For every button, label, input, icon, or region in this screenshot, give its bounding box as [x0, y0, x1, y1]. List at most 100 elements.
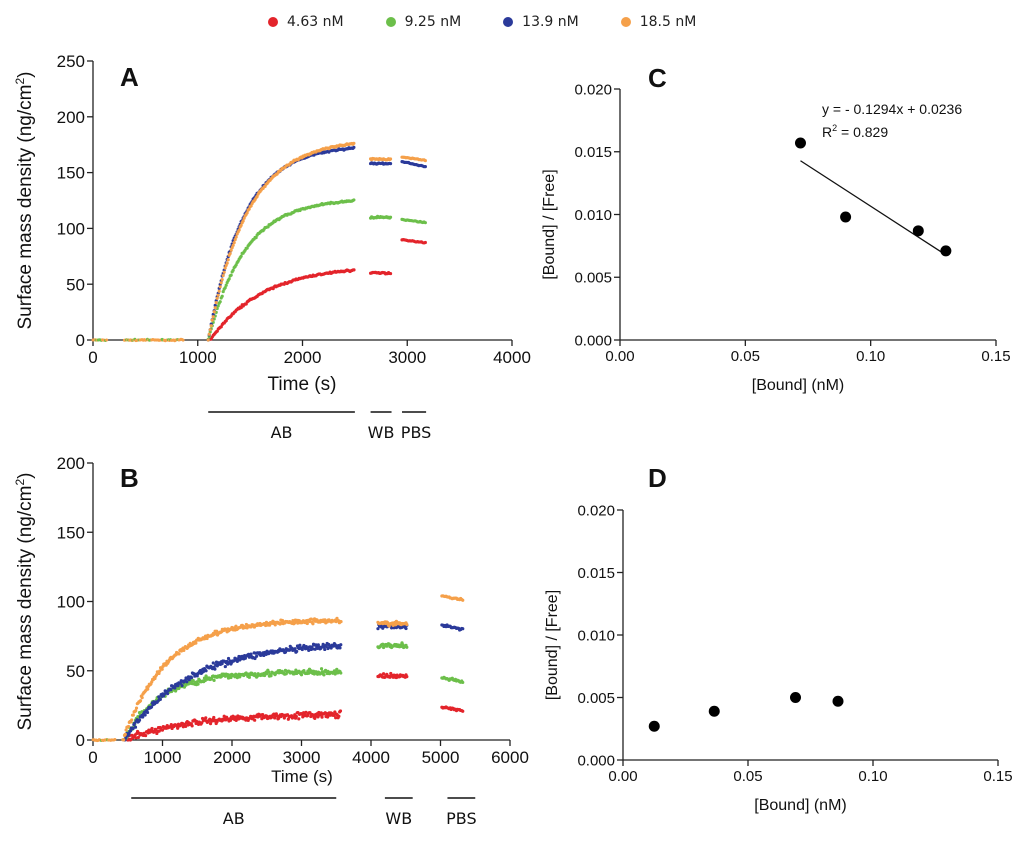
data-point [208, 328, 212, 332]
phase-label: WB [368, 423, 395, 442]
data-point [220, 662, 224, 666]
legend-marker-icon [385, 17, 396, 27]
data-point [263, 673, 267, 678]
legend-item: 9.25 nM [385, 14, 461, 30]
chart-panel-a: 0 1000 2000 3000 4000 0 50 100 150 200 250 Time (s)… [13, 52, 531, 442]
data-point [122, 738, 126, 742]
data-point [191, 679, 195, 683]
data-point [160, 728, 165, 732]
data-point [221, 289, 225, 294]
y-axis-label: Surface mass density (ng/cm2) [13, 473, 36, 731]
chart-panel-c: 0.00 0.05 0.10 0.15 0.000 0.005 0.010 0.015 0.02… [541, 63, 1011, 394]
data-point [388, 215, 393, 219]
data-point [339, 643, 343, 647]
data-point [212, 678, 216, 682]
data-point [146, 687, 150, 691]
data-point [220, 277, 224, 282]
y-tick-label: 200 [57, 108, 85, 127]
x-axis-label: Time (s) [271, 767, 333, 786]
data-point [218, 285, 222, 289]
data-point [320, 715, 324, 719]
y-tick-label: 50 [66, 662, 85, 681]
data-point [253, 718, 257, 722]
y-tick-label: 0.005 [574, 270, 612, 287]
data-point [245, 211, 249, 215]
data-point [141, 715, 145, 719]
data-point [131, 726, 135, 731]
data-point [226, 258, 230, 262]
data-point [211, 315, 215, 319]
data-point [158, 697, 162, 701]
y-tick-label: 150 [57, 523, 85, 542]
data-point [267, 670, 271, 674]
data-point [194, 641, 198, 645]
y-tick-label: 0.020 [577, 502, 615, 519]
data-point [385, 621, 390, 625]
data-point [423, 240, 427, 245]
data-point [133, 725, 138, 729]
x-tick-label: 0 [88, 348, 97, 367]
y-tick-label: 0.015 [577, 565, 615, 582]
data-point [241, 219, 245, 223]
data-point [648, 720, 660, 732]
data-point [254, 236, 258, 240]
x-tick-label: 5000 [422, 748, 460, 767]
x-axis-label: [Bound] (nM) [752, 377, 844, 394]
data-point [223, 664, 227, 669]
data-point [296, 621, 300, 625]
data-point [275, 714, 279, 718]
data-point [298, 643, 302, 647]
data-point [138, 699, 143, 703]
data-point [165, 691, 170, 696]
data-point [311, 647, 315, 651]
data-point [423, 221, 427, 225]
data-point [223, 286, 227, 290]
chart-panel-d: 0.00 0.05 0.10 0.15 0.000 0.005 0.010 0.015 0.02… [544, 463, 1013, 814]
data-point [352, 198, 356, 202]
data-point [126, 724, 131, 729]
panel-letter: C [648, 63, 667, 93]
y-tick-label: 0.000 [574, 332, 612, 349]
legend-item: 4.63 nM [268, 14, 344, 30]
data-point [317, 710, 321, 715]
data-point [205, 636, 209, 641]
x-tick-label: 3000 [388, 348, 426, 367]
data-point [423, 164, 427, 169]
data-point [176, 684, 180, 688]
y-tick-label: 0.010 [577, 627, 615, 644]
x-tick-label: 0.15 [983, 768, 1012, 785]
data-point [461, 680, 465, 685]
data-point [405, 622, 409, 627]
data-point [134, 706, 139, 710]
data-point [225, 261, 229, 265]
data-point [130, 718, 134, 722]
data-point [227, 277, 231, 281]
data-point [294, 714, 298, 719]
data-point [235, 659, 239, 663]
data-point [214, 660, 219, 664]
data-point [239, 254, 243, 258]
data-point [182, 648, 186, 652]
data-point [321, 642, 325, 646]
data-point [224, 283, 228, 287]
data-point [158, 669, 162, 673]
data-point [282, 716, 286, 720]
x-tick-label: 4000 [493, 348, 531, 367]
data-point [210, 318, 214, 322]
x-tick-label: 0.00 [605, 348, 634, 365]
data-point [832, 695, 844, 707]
legend-marker-icon [620, 17, 631, 27]
phase-label: PBS [401, 423, 432, 442]
data-point [204, 716, 208, 720]
data-point [176, 726, 180, 730]
phase-label: AB [271, 423, 293, 442]
data-point [405, 645, 409, 649]
data-point [225, 659, 229, 664]
r-squared-label: R2 = 0.829 [822, 123, 888, 140]
data-point [293, 647, 297, 651]
data-point [208, 722, 213, 726]
panel-letter: A [120, 62, 139, 92]
data-point [190, 724, 194, 728]
data-point [140, 696, 144, 700]
data-point [140, 710, 144, 714]
